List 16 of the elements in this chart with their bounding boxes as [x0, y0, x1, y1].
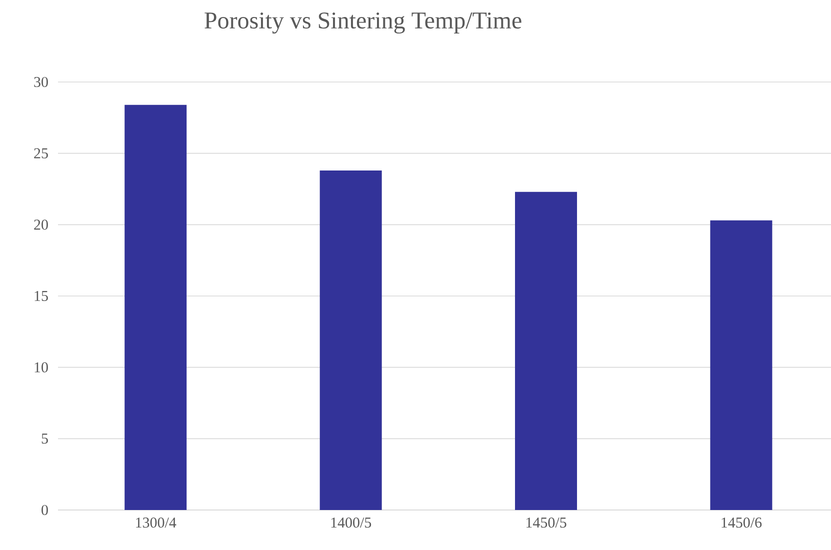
x-tick-label: 1450/6: [722, 518, 762, 528]
x-tick-label: 1450/5: [526, 518, 566, 528]
y-tick-label: 15: [34, 290, 48, 302]
x-tick-label: 1300/4: [136, 518, 176, 528]
bar: [320, 170, 382, 510]
y-tick-label: 25: [34, 148, 48, 158]
bar: [124, 104, 187, 510]
x-tick-label: 1400/5: [331, 518, 372, 528]
bar: [515, 192, 578, 510]
y-tick-label: 5: [42, 434, 48, 444]
y-tick-label: 30: [34, 76, 48, 88]
y-tick-label: 0: [42, 504, 48, 516]
y-tick-label: 10: [34, 362, 48, 372]
y-tick-label: 20: [34, 220, 48, 230]
chart-title: Porosity vs Sintering Temp/Time: [204, 12, 522, 34]
bar: [710, 220, 772, 510]
